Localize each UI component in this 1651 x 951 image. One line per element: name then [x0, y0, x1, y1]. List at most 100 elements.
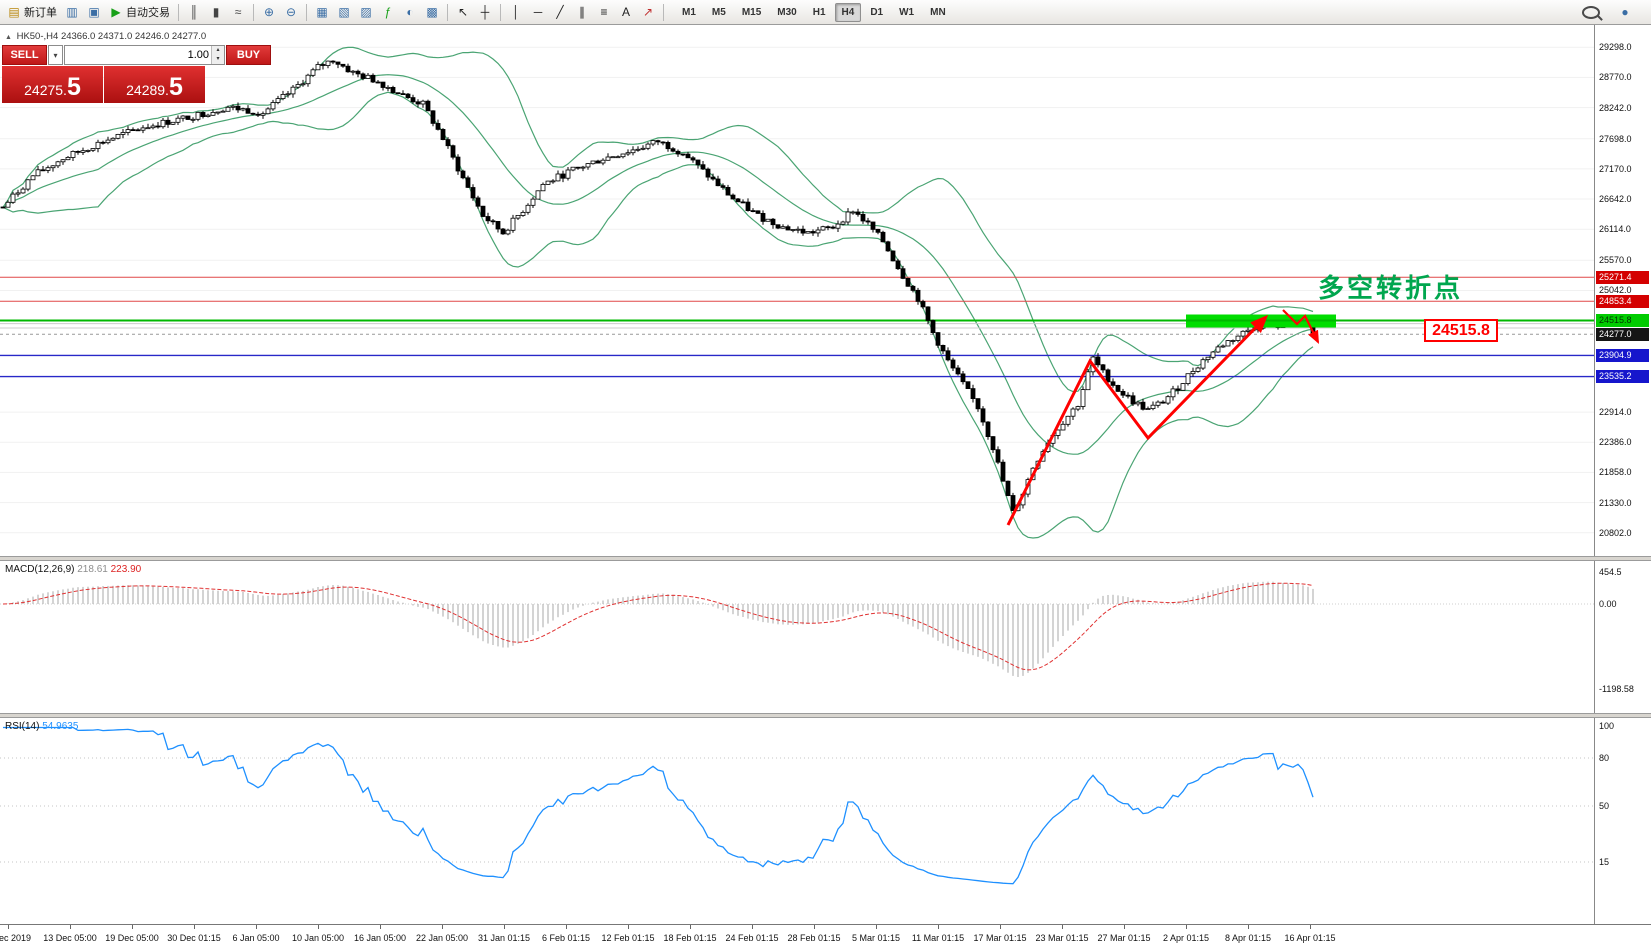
timeframe-w1-button[interactable]: W1: [899, 6, 915, 18]
community-icon[interactable]: ●: [1615, 3, 1635, 21]
cursor-icon[interactable]: ↖: [453, 3, 473, 21]
price-callout-label: 24515.8: [1424, 319, 1498, 342]
rsi-axis-line: [1594, 718, 1595, 924]
timeframe-m1-button[interactable]: M1: [682, 6, 696, 18]
time-axis-tick: [752, 925, 753, 929]
price-tag-23535.2: 23535.2: [1596, 370, 1649, 384]
volume-down-button[interactable]: ▾: [212, 55, 224, 64]
bar-chart-icon[interactable]: ║: [184, 3, 204, 21]
horizontal-line-icon[interactable]: ─: [528, 3, 548, 21]
sell-price-box[interactable]: 24275. 5: [2, 66, 103, 103]
time-axis-tick: [1248, 925, 1249, 929]
toolbar-separator: [253, 3, 254, 21]
rsi-panel[interactable]: RSI(14) 54.9635 100 80 50 15: [0, 718, 1651, 924]
timeframe-d1-button[interactable]: D1: [870, 6, 884, 18]
time-axis-label: 16 Jan 05:00: [353, 933, 407, 943]
buy-price: 24289.: [126, 82, 169, 98]
templates-icon[interactable]: ▩: [422, 3, 442, 21]
tile-windows-icon[interactable]: ▦: [312, 3, 332, 21]
time-axis-tick: [504, 925, 505, 929]
panel-resize-handle[interactable]: [0, 556, 1651, 561]
autotrading-button[interactable]: ▶ 自动交易: [106, 2, 173, 22]
candlestick-chart[interactable]: [0, 25, 1594, 556]
volume-input[interactable]: [65, 46, 211, 64]
text-label-icon[interactable]: A: [616, 3, 636, 21]
channel-icon[interactable]: ∥: [572, 3, 592, 21]
text-label-icon: A: [621, 5, 630, 19]
timeframe-m30-button[interactable]: M30: [777, 6, 797, 18]
turning-point-annotation: 多空转折点: [1318, 273, 1464, 303]
time-axis-tick: [442, 925, 443, 929]
price-axis-line: [1594, 25, 1595, 556]
macd-signal-value: 223.90: [110, 564, 142, 575]
time-axis-label: 19 Dec 05:00: [105, 933, 159, 943]
panel-resize-handle[interactable]: [0, 713, 1651, 718]
time-axis-label: 8 Apr 01:15: [1224, 933, 1272, 943]
trendline-icon[interactable]: ╱: [550, 3, 570, 21]
vertical-line-icon[interactable]: │: [506, 3, 526, 21]
time-axis-tick: [256, 925, 257, 929]
toolbar-separator: [178, 3, 179, 21]
indicators-icon[interactable]: ƒ: [378, 3, 398, 21]
time-axis-label: 24 Feb 01:15: [725, 933, 779, 943]
rsi-chart[interactable]: [0, 718, 1594, 924]
line-chart-icon[interactable]: ≈: [228, 3, 248, 21]
time-axis-tick: [380, 925, 381, 929]
crosshair-icon[interactable]: ┼: [475, 3, 495, 21]
timeframe-m5-button[interactable]: M5: [711, 6, 726, 18]
time-axis[interactable]: 5 Dec 2019 13 Dec 05:00 19 Dec 05:00 30 Dec…: [0, 924, 1651, 951]
line-chart-icon: ≈: [234, 5, 242, 19]
cascade-windows-icon[interactable]: ▧: [334, 3, 354, 21]
order-type-dropdown[interactable]: ▾: [48, 45, 63, 65]
buy-button[interactable]: BUY: [226, 45, 271, 65]
main-chart-panel[interactable]: 29298.0 28770.0 28242.0 27698.0 27170.0 26642…: [0, 25, 1651, 556]
arrows-icon[interactable]: ↗: [638, 3, 658, 21]
arrange-windows-icon[interactable]: ▨: [356, 3, 376, 21]
new-order-button[interactable]: ▤ 新订单: [4, 2, 60, 22]
rsi-axis-label: 100: [1599, 721, 1615, 731]
periods-icon[interactable]: ◐: [400, 3, 420, 21]
search-icon[interactable]: [1579, 4, 1603, 21]
timeframe-mn-button[interactable]: MN: [930, 6, 946, 18]
time-axis-label: 11 Mar 01:15: [911, 933, 965, 943]
price-axis-label: 21858.0: [1599, 467, 1632, 478]
arrange-windows-icon: ▨: [360, 5, 372, 19]
rsi-value: 54.9635: [42, 721, 79, 732]
templates-icon: ▩: [426, 5, 438, 19]
sell-button[interactable]: SELL: [2, 45, 47, 65]
price-tag-24853.4: 24853.4: [1596, 294, 1649, 308]
timeframe-h4-button[interactable]: H4: [834, 2, 862, 22]
symbol-ohlc: 24366.0 24371.0 24246.0 24277.0: [60, 31, 207, 42]
buy-price-box[interactable]: 24289. 5: [104, 66, 205, 103]
macd-panel[interactable]: MACD(12,26,9) 218.61 223.90 454.5 0.00 -11…: [0, 561, 1651, 713]
macd-chart[interactable]: [0, 561, 1594, 713]
time-axis-tick: [1124, 925, 1125, 929]
zoom-out-icon: ⊖: [285, 5, 297, 19]
timeframe-m15-button[interactable]: M15: [741, 6, 762, 18]
macd-label: MACD(12,26,9): [5, 564, 75, 575]
autotrading-button-label: 自动交易: [126, 7, 170, 19]
profile-icon[interactable]: ▣: [84, 3, 104, 21]
crosshair-icon: ┼: [480, 5, 490, 19]
timeframe-h1-button[interactable]: H1: [812, 6, 826, 18]
candlestick-chart-icon: ▮: [212, 5, 220, 19]
time-axis-label: 18 Feb 01:15: [663, 933, 717, 943]
buy-price-pip: 5: [168, 73, 183, 101]
zoom-in-icon[interactable]: ⊕: [259, 3, 279, 21]
zoom-out-icon[interactable]: ⊖: [281, 3, 301, 21]
price-axis-label: 25042.0: [1599, 285, 1632, 296]
arrows-icon: ↗: [642, 5, 654, 19]
toolbar-separator: [663, 3, 664, 21]
time-axis-label: 13 Dec 05:00: [43, 933, 97, 943]
time-axis-label: 6 Jan 05:00: [232, 933, 280, 943]
fibonacci-icon[interactable]: ≡: [594, 3, 614, 21]
macd-main-value: 218.61: [77, 564, 108, 575]
candlestick-chart-icon[interactable]: ▮: [206, 3, 226, 21]
one-click-trading-panel: SELL ▾ ▴ ▾ BUY 24275. 5 24289. 5: [2, 45, 271, 103]
time-axis-label: 10 Jan 05:00: [291, 933, 345, 943]
horizontal-line-icon: ─: [533, 5, 543, 19]
time-axis-label: 27 Mar 01:15: [1097, 933, 1151, 943]
time-axis-tick: [814, 925, 815, 929]
chart-window-icon[interactable]: ▥: [62, 3, 82, 21]
volume-up-button[interactable]: ▴: [212, 46, 224, 55]
